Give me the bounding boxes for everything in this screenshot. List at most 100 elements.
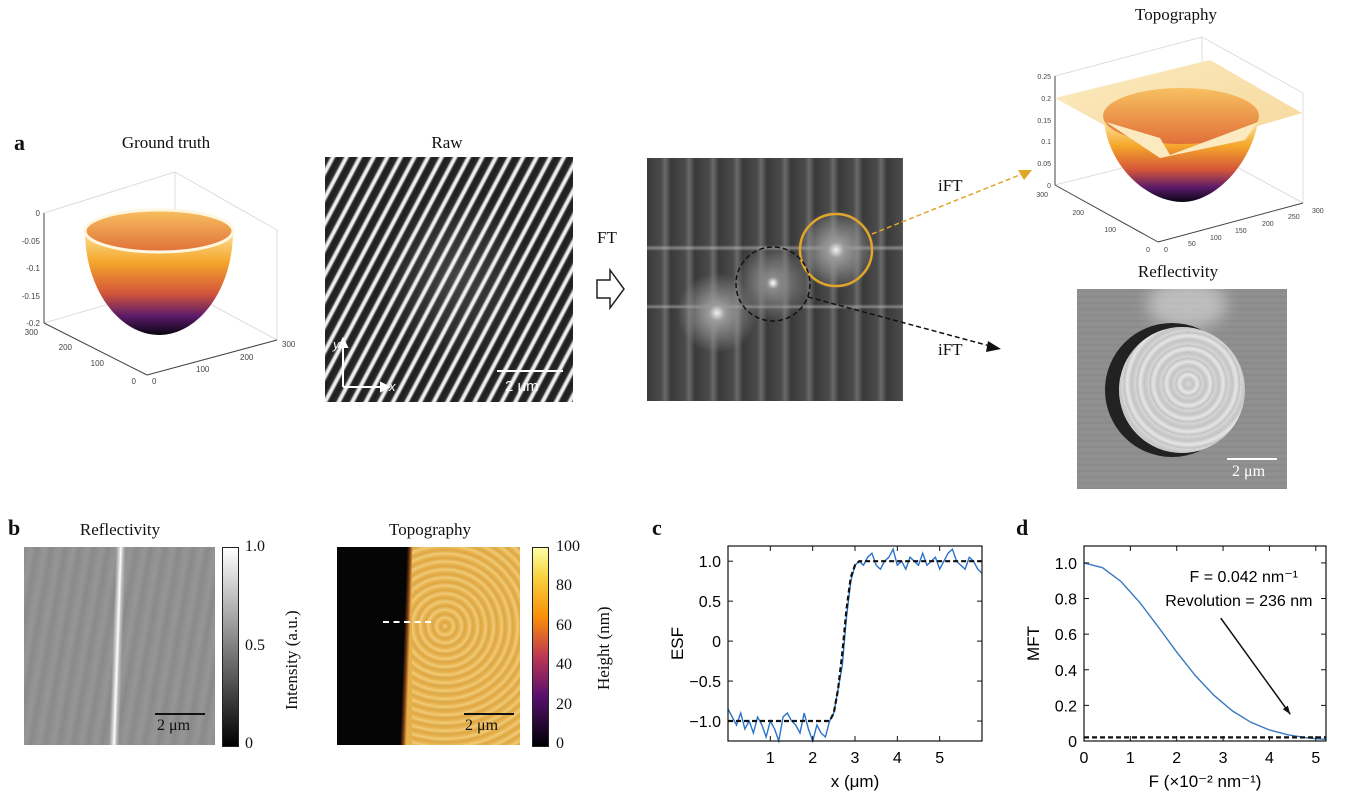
arrowhead-icon	[986, 341, 1001, 352]
x-tick: 100	[196, 365, 210, 374]
panel-label-d: d	[1016, 515, 1029, 540]
x-tick-label: 1	[766, 750, 775, 767]
reflectivity-a-title: Reflectivity	[1137, 262, 1219, 281]
topography-3d-title: Topography	[1135, 5, 1217, 24]
y-tick-label: −0.5	[689, 674, 721, 691]
z-tick: -0.1	[26, 264, 40, 273]
ft-label: FT	[597, 228, 617, 247]
y-tick-label: −1.0	[689, 714, 721, 731]
y-tick-label: 0	[712, 634, 721, 651]
reflectivity-map-image: 2 μm	[24, 547, 215, 745]
colorbar-tick: 40	[556, 656, 572, 673]
colorbar-tick: 80	[556, 577, 572, 594]
annotation-frequency: F = 0.042 nm⁻¹	[1189, 569, 1298, 586]
y-tick: 0	[1146, 247, 1150, 254]
scale-bar-label: 2 μm	[465, 717, 499, 734]
annotation-arrow	[1220, 617, 1291, 715]
scale-bar	[155, 713, 205, 715]
colorbar-label: Intensity (a.u.)	[282, 610, 301, 710]
reflective-disk	[1119, 327, 1245, 453]
profile-line	[383, 621, 431, 623]
x-axis-label: x (μm)	[831, 772, 880, 791]
ift-label-bottom: iFT	[938, 340, 963, 359]
plot-frame	[1083, 545, 1327, 742]
y-axis-label: ESF	[668, 627, 687, 660]
x-tick: 150	[1235, 228, 1247, 235]
axis-x-label: x	[388, 379, 396, 394]
panel-label-c: c	[652, 515, 662, 540]
axes-lines	[43, 213, 278, 376]
intensity-colorbar	[222, 547, 239, 747]
z-tick: -0.15	[22, 292, 41, 301]
scale-bar-label: 2 μm	[157, 717, 191, 734]
colorbar-tick: 100	[556, 538, 580, 555]
colorbar-tick: 60	[556, 617, 572, 634]
z-tick: 0.25	[1037, 74, 1051, 81]
z-tick: 0.1	[1041, 139, 1051, 146]
image-halo	[1147, 289, 1227, 329]
topography-b-title: Topography	[389, 520, 471, 539]
x-tick: 250	[1288, 214, 1300, 221]
x-tick-label: 0	[1080, 750, 1089, 767]
series-line-measured	[727, 547, 983, 744]
topography-lip	[1106, 122, 1258, 158]
x-tick: 200	[1262, 221, 1274, 228]
colorbar-tick: 0.5	[245, 637, 265, 654]
topography-rim	[1103, 88, 1259, 144]
y-tick: 100	[91, 359, 105, 368]
x-tick-label: 2	[1172, 750, 1181, 767]
panel-label-b: b	[8, 515, 21, 540]
plot-frame	[727, 545, 983, 742]
x-tick-label: 3	[851, 750, 860, 767]
y-tick: 200	[1072, 210, 1084, 217]
bowl-surface	[85, 231, 233, 335]
x-tick: 300	[1312, 208, 1324, 215]
topography-3d-plot: 0.25 0.2 0.15 0.1 0.05 0 300 200 100 0 0…	[1036, 36, 1324, 254]
ground-truth-title: Ground truth	[121, 133, 211, 152]
x-tick: 50	[1188, 241, 1196, 248]
axis-y-label: y	[332, 337, 341, 352]
x-tick-label: 5	[1311, 750, 1320, 767]
y-tick-label: 0.6	[1055, 627, 1077, 644]
y-tick-label: 0	[1068, 734, 1077, 751]
scale-bar-label: 2 μm	[505, 378, 539, 395]
x-tick-label: 4	[1265, 750, 1274, 767]
raw-overlays: y x 2 μm	[332, 336, 563, 395]
y-tick-label: 0.8	[1055, 592, 1077, 609]
x-tick-label: 2	[808, 750, 817, 767]
y-tick: 0	[132, 377, 137, 386]
raw-title: Raw	[431, 133, 463, 152]
reflectivity-reconstruction-image: 2 μm	[1077, 289, 1287, 489]
x-tick-label: 5	[935, 750, 944, 767]
y-tick-label: 1.0	[1055, 556, 1077, 573]
raw-fringe-image	[325, 157, 573, 402]
ground-truth-3d-plot: 0 -0.05 -0.1 -0.15 -0.2 300 200 100 0 0 …	[22, 171, 296, 386]
colorbar-tick: 0	[245, 735, 253, 752]
x-tick: 0	[1164, 247, 1168, 254]
colorbar-tick: 0	[556, 735, 564, 752]
surface-texture	[412, 547, 520, 745]
colorbar-tick: 20	[556, 696, 572, 713]
x-tick-label: 1	[1126, 750, 1135, 767]
y-tick: 200	[59, 343, 73, 352]
scale-bar	[1227, 458, 1277, 460]
topography-map-image: 2 μm	[337, 547, 520, 745]
bowl-rim	[83, 208, 235, 254]
z-tick: 0.15	[1037, 118, 1051, 125]
z-tick: 0	[1047, 183, 1051, 190]
y-axis-label: MFT	[1024, 626, 1043, 661]
y-tick: 300	[25, 328, 39, 337]
z-tick: 0	[36, 209, 41, 218]
ift-label-top: iFT	[938, 176, 963, 195]
x-tick: 200	[240, 353, 254, 362]
y-tick-label: 0.2	[1055, 698, 1077, 715]
x-tick: 300	[282, 340, 296, 349]
mtf-chart: 0 1 2 3 4 5 0 0.2 0.4 0.6 0.8 1.0 F (×10⁻² nm⁻¹) MFT F…	[1024, 545, 1327, 791]
colorbar-label: Height (nm)	[594, 606, 613, 690]
scale-bar	[464, 713, 514, 715]
x-tick: 100	[1210, 235, 1222, 242]
x-axis-label: F (×10⁻² nm⁻¹)	[1149, 772, 1262, 791]
y-tick-label: 0.4	[1055, 663, 1077, 680]
esf-chart: 1 2 3 4 5 −1.0 −0.5 0 0.5 1.0 x (μm) ESF	[668, 545, 983, 791]
z-tick: 0.2	[1041, 96, 1051, 103]
